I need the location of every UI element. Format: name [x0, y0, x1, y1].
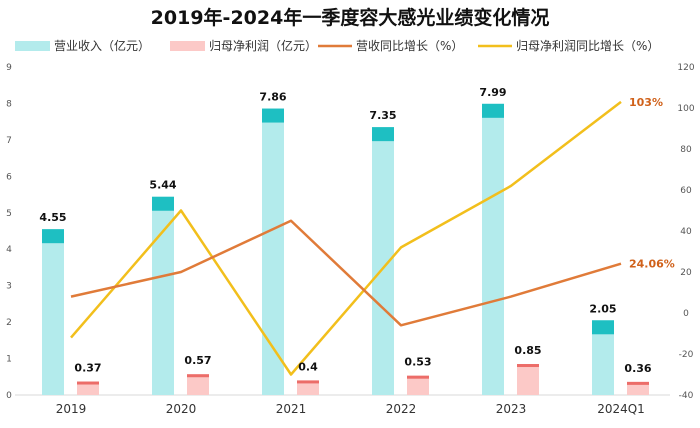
- revenue-data-label: 5.44: [149, 179, 176, 192]
- net-profit-data-label: 0.37: [74, 362, 101, 375]
- lines: [70, 100, 622, 376]
- legend-label-profit-growth: 归母净利润同比增长（%）: [516, 39, 659, 53]
- net-profit-bar-cap: [77, 381, 99, 385]
- net-profit-bar: [297, 380, 319, 395]
- right-tick-label: 60: [680, 186, 692, 196]
- right-tick-label: 100: [677, 104, 694, 114]
- left-tick-label: 2: [6, 318, 12, 328]
- category-label: 2020: [166, 402, 197, 416]
- right-tick-label: 0: [683, 309, 689, 319]
- revenue-bar: [592, 320, 614, 395]
- net-profit-bar: [627, 381, 649, 395]
- left-tick-label: 0: [6, 391, 12, 401]
- left-tick-label: 3: [6, 282, 12, 292]
- profit-growth-end-label: 103%: [629, 96, 663, 109]
- category-label: 2022: [386, 402, 417, 416]
- revenue-bar-cap: [592, 320, 614, 335]
- revenue-bar: [262, 108, 284, 396]
- revenue-bar: [42, 229, 64, 395]
- net-profit-bar: [407, 375, 429, 395]
- net-profit-bar-cap: [517, 364, 539, 368]
- revenue-bar-cap: [262, 108, 284, 123]
- legend-swatch-net-profit: [170, 41, 205, 51]
- right-tick-label: -40: [679, 391, 694, 401]
- bars: [42, 103, 649, 396]
- category-label: 2019: [56, 402, 87, 416]
- revenue-growth-line: [70, 219, 622, 327]
- profit-growth-line: [70, 100, 622, 376]
- revenue-bar: [152, 196, 174, 395]
- chart-title: 2019年-2024年一季度容大感光业绩变化情况: [151, 6, 550, 29]
- net-profit-bar: [517, 364, 539, 395]
- left-tick-label: 8: [6, 99, 12, 109]
- category-label: 2021: [276, 402, 307, 416]
- revenue-bar-cap: [482, 103, 504, 118]
- axes: 0 1 2 3 4 5 6 7 8 9 -40 -20 0 20 40 60 80 100 120 2019 2020 2…: [6, 63, 695, 416]
- right-tick-label: -20: [679, 350, 694, 360]
- net-profit-bar-cap: [297, 380, 319, 384]
- left-tick-label: 6: [6, 172, 12, 182]
- revenue-data-label: 7.86: [259, 91, 286, 104]
- category-label: 2024Q1: [597, 402, 645, 416]
- revenue-data-label: 7.35: [369, 109, 396, 122]
- net-profit-bar: [187, 374, 209, 395]
- net-profit-data-label: 0.57: [184, 354, 211, 367]
- net-profit-data-label: 0.85: [514, 344, 541, 357]
- net-profit-data-label: 0.36: [624, 362, 651, 375]
- net-profit-data-label: 0.4: [298, 360, 318, 373]
- revenue-bar: [372, 127, 394, 395]
- net-profit-data-label: 0.53: [404, 356, 431, 369]
- revenue-bar-cap: [372, 127, 394, 142]
- revenue-data-label: 4.55: [39, 211, 66, 224]
- revenue-bar: [482, 103, 504, 395]
- legend: 营业收入（亿元） 归母净利润（亿元） 营收同比增长（%） 归母净利润同比增长（%…: [15, 38, 659, 53]
- net-profit-bar: [77, 381, 99, 395]
- legend-label-revenue: 营业收入（亿元）: [54, 38, 150, 53]
- net-profit-bar-cap: [187, 374, 209, 378]
- legend-swatch-revenue: [15, 41, 50, 51]
- legend-label-net-profit: 归母净利润（亿元）: [209, 38, 317, 53]
- right-tick-label: 120: [677, 63, 694, 73]
- right-tick-label: 80: [680, 145, 692, 155]
- left-tick-label: 5: [6, 209, 12, 219]
- right-tick-label: 40: [680, 227, 692, 237]
- revenue-bar-cap: [42, 229, 64, 244]
- category-label: 2023: [496, 402, 527, 416]
- revenue-data-label: 7.99: [479, 86, 506, 99]
- data-labels: 4.55 5.44 7.86 7.35 7.99 2.05 0.37 0.57 0.4 0.53 0…: [39, 86, 674, 375]
- revenue-data-label: 2.05: [589, 302, 616, 315]
- revenue-bar-cap: [152, 196, 174, 211]
- left-tick-label: 4: [6, 245, 12, 255]
- left-tick-label: 9: [6, 63, 12, 73]
- legend-label-revenue-growth: 营收同比增长（%）: [356, 39, 463, 53]
- net-profit-bar-cap: [407, 375, 429, 379]
- net-profit-bar-cap: [627, 381, 649, 385]
- left-tick-label: 7: [6, 136, 12, 146]
- left-tick-label: 1: [6, 355, 12, 365]
- revenue-growth-end-label: 24.06%: [629, 258, 675, 271]
- right-tick-label: 20: [680, 268, 692, 278]
